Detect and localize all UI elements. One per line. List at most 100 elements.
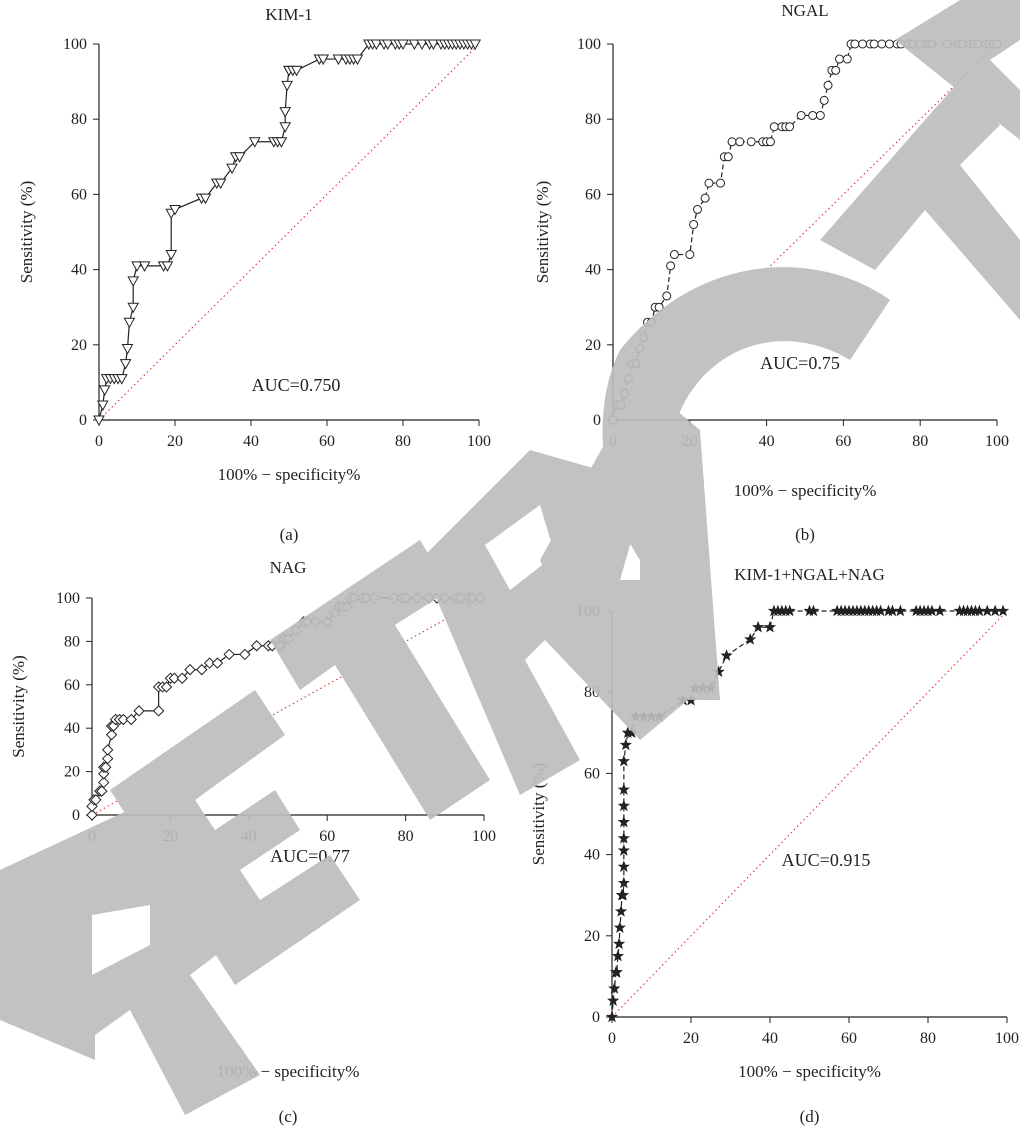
- roc-point: [119, 359, 132, 370]
- roc-point: [796, 110, 806, 120]
- y-tick-label: 0: [72, 807, 80, 824]
- roc-point: [397, 39, 409, 51]
- roc-point: [370, 39, 383, 51]
- x-tick-label: 20: [683, 1030, 699, 1047]
- y-tick-label: 40: [64, 720, 80, 737]
- roc-point: [700, 193, 710, 203]
- y-tick-label: 100: [63, 36, 87, 53]
- y-tick-label: 60: [584, 765, 600, 782]
- roc-point: [93, 415, 105, 427]
- y-tick-label: 60: [71, 186, 87, 203]
- roc-point: [769, 122, 779, 132]
- roc-point: [669, 250, 679, 260]
- roc-point: [96, 400, 109, 411]
- y-tick-label: 20: [64, 764, 80, 781]
- roc-point: [616, 888, 630, 901]
- x-tick-label: 100: [472, 828, 496, 845]
- roc-point: [239, 648, 251, 661]
- roc-curve: [98, 43, 476, 421]
- panel-label: (d): [800, 1107, 820, 1126]
- roc-point: [332, 54, 345, 66]
- roc-point: [869, 39, 879, 49]
- roc-point: [619, 738, 632, 751]
- roc-point: [989, 604, 1002, 617]
- roc-point: [704, 178, 714, 188]
- y-axis-label: Sensitivity (%): [17, 181, 36, 283]
- x-tick-label: 60: [835, 433, 851, 450]
- roc-point: [819, 95, 829, 105]
- roc-point: [877, 39, 887, 49]
- panel-d-combined-roc: 020406080100020406080100KIM-1+NGAL+NAG10…: [529, 565, 1019, 1126]
- x-tick-label: 80: [920, 1030, 936, 1047]
- x-tick-label: 40: [762, 1030, 778, 1047]
- roc-point: [469, 39, 482, 51]
- roc-point: [884, 39, 894, 49]
- y-tick-label: 0: [593, 412, 601, 429]
- roc-point: [101, 744, 114, 756]
- roc-point: [612, 937, 626, 950]
- x-tick-label: 60: [319, 433, 335, 450]
- roc-point: [90, 794, 102, 806]
- roc-point: [662, 291, 672, 301]
- roc-point: [381, 39, 394, 51]
- reference-diagonal: [98, 43, 480, 421]
- roc-point: [168, 672, 181, 684]
- roc-point: [121, 344, 134, 355]
- roc-point: [416, 39, 428, 51]
- roc-point: [607, 994, 620, 1006]
- roc-point: [894, 604, 907, 617]
- y-axis-label: Sensitivity (%): [533, 181, 552, 283]
- roc-point: [96, 785, 108, 797]
- roc-point: [100, 761, 112, 773]
- roc-point: [165, 250, 178, 261]
- y-tick-label: 40: [584, 847, 600, 864]
- roc-point: [279, 107, 292, 118]
- roc-point: [184, 663, 196, 676]
- roc-point: [617, 783, 630, 795]
- roc-point: [723, 152, 733, 162]
- roc-point: [86, 809, 98, 821]
- roc-point: [138, 261, 151, 272]
- panel-a-kim1-roc: 0 20 40 60 80 100 0 20 40 60 80 100 KIM-1 100% − spec…: [17, 5, 491, 544]
- chart-title: KIM-1: [265, 5, 312, 24]
- roc-point: [617, 831, 630, 844]
- roc-point: [152, 705, 165, 717]
- roc-point: [850, 39, 860, 49]
- x-tick-label: 40: [759, 433, 775, 450]
- roc-point: [408, 39, 421, 51]
- roc-point: [981, 604, 994, 617]
- roc-point: [250, 640, 263, 652]
- y-tick-label: 0: [592, 1009, 600, 1026]
- x-tick-label: 0: [608, 1030, 616, 1047]
- roc-point: [248, 137, 261, 148]
- roc-point: [727, 137, 737, 147]
- panel-label: (c): [279, 1107, 298, 1126]
- roc-point: [275, 137, 288, 148]
- x-tick-label: 20: [167, 433, 183, 450]
- roc-point: [127, 276, 140, 287]
- roc-point: [808, 110, 818, 120]
- roc-point: [666, 261, 676, 271]
- y-tick-label: 60: [585, 186, 601, 203]
- roc-point: [196, 663, 208, 676]
- y-tick-label: 40: [71, 262, 87, 279]
- x-axis-label: 100% − specificity%: [734, 481, 877, 500]
- roc-point: [214, 178, 227, 190]
- roc-point: [290, 65, 303, 77]
- roc-point: [133, 705, 145, 717]
- y-tick-label: 80: [64, 633, 80, 650]
- roc-point: [199, 193, 212, 205]
- roc-point: [685, 250, 695, 260]
- panel-label: (b): [795, 525, 815, 544]
- auc-annotation: AUC=0.77: [270, 846, 350, 866]
- roc-point: [933, 604, 946, 617]
- roc-point: [996, 604, 1010, 617]
- roc-point: [115, 374, 128, 385]
- roc-point: [608, 982, 621, 994]
- roc-point: [842, 54, 852, 64]
- roc-point: [614, 905, 628, 917]
- x-axis-label: 100% − specificity%: [218, 465, 361, 484]
- roc-point: [744, 632, 757, 645]
- auc-annotation: AUC=0.750: [252, 375, 341, 395]
